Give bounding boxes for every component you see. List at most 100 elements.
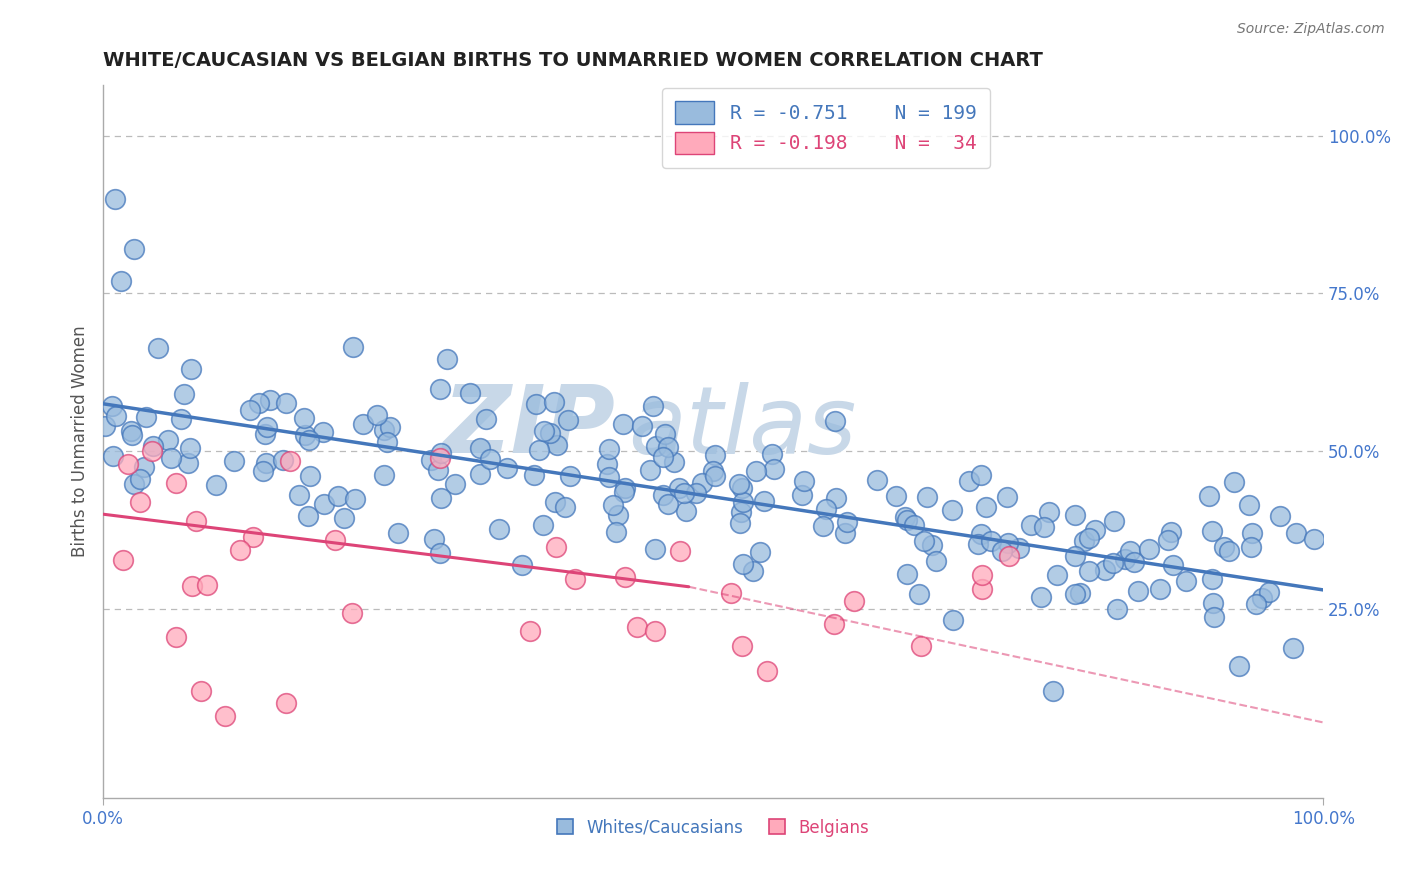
Point <box>173 387 195 401</box>
Point <box>519 624 541 639</box>
Point <box>430 446 453 460</box>
Point <box>1046 567 1069 582</box>
Point <box>170 412 193 426</box>
Point <box>1201 524 1223 538</box>
Point <box>638 462 661 476</box>
Point <box>1244 597 1267 611</box>
Point <box>668 481 690 495</box>
Point <box>423 533 446 547</box>
Point <box>475 412 498 426</box>
Point <box>252 465 274 479</box>
Point <box>824 413 846 427</box>
Point <box>256 420 278 434</box>
Point <box>373 423 395 437</box>
Point <box>429 491 451 506</box>
Point <box>896 513 918 527</box>
Point <box>1227 659 1250 673</box>
Point <box>1222 475 1244 490</box>
Point <box>997 549 1019 564</box>
Point <box>1218 543 1240 558</box>
Point <box>259 393 281 408</box>
Point <box>1123 555 1146 569</box>
Point <box>1064 587 1087 601</box>
Point <box>101 399 124 413</box>
Point <box>326 489 349 503</box>
Point <box>181 579 204 593</box>
Point <box>942 614 965 628</box>
Point <box>558 468 581 483</box>
Point <box>1114 552 1136 566</box>
Point <box>762 462 785 476</box>
Point <box>651 450 673 465</box>
Point <box>214 709 236 723</box>
Point <box>654 427 676 442</box>
Point <box>179 441 201 455</box>
Point <box>1281 640 1303 655</box>
Point <box>1137 541 1160 556</box>
Point <box>915 490 938 504</box>
Text: Source: ZipAtlas.com: Source: ZipAtlas.com <box>1237 22 1385 37</box>
Point <box>720 586 742 600</box>
Point <box>239 403 262 417</box>
Point <box>190 684 212 698</box>
Point <box>524 396 547 410</box>
Point <box>533 425 555 439</box>
Point <box>657 440 679 454</box>
Point <box>969 468 991 483</box>
Point <box>824 491 846 506</box>
Point <box>510 558 533 573</box>
Point <box>1063 549 1085 564</box>
Point <box>342 606 364 620</box>
Point <box>842 594 865 608</box>
Point <box>752 494 775 508</box>
Point <box>970 582 993 597</box>
Point <box>1201 572 1223 586</box>
Point <box>1069 586 1091 600</box>
Point <box>1105 602 1128 616</box>
Point <box>912 533 935 548</box>
Point <box>813 519 835 533</box>
Point <box>527 443 550 458</box>
Point <box>1257 584 1279 599</box>
Point <box>429 450 451 465</box>
Point <box>598 442 620 457</box>
Point <box>488 522 510 536</box>
Point <box>1241 525 1264 540</box>
Point <box>104 192 127 206</box>
Point <box>117 457 139 471</box>
Point <box>790 488 813 502</box>
Point <box>675 504 697 518</box>
Point <box>644 440 666 454</box>
Point <box>142 439 165 453</box>
Point <box>373 468 395 483</box>
Text: ZIP: ZIP <box>443 382 616 474</box>
Point <box>657 497 679 511</box>
Point <box>134 459 156 474</box>
Point <box>866 473 889 487</box>
Point <box>997 536 1019 550</box>
Point <box>598 470 620 484</box>
Point <box>910 639 932 653</box>
Point <box>1213 541 1236 555</box>
Point <box>1198 489 1220 503</box>
Point <box>884 489 907 503</box>
Point <box>793 474 815 488</box>
Point <box>366 408 388 422</box>
Point <box>733 558 755 572</box>
Point <box>896 567 918 582</box>
Point <box>436 351 458 366</box>
Point <box>1237 498 1260 512</box>
Point <box>195 578 218 592</box>
Point <box>967 537 990 551</box>
Point <box>333 510 356 524</box>
Point <box>1204 610 1226 624</box>
Point <box>731 495 754 509</box>
Point <box>972 568 994 582</box>
Point <box>731 639 754 653</box>
Point <box>160 451 183 466</box>
Point <box>222 454 245 468</box>
Point <box>761 447 783 461</box>
Point <box>925 553 948 567</box>
Point <box>1084 524 1107 538</box>
Point <box>531 518 554 533</box>
